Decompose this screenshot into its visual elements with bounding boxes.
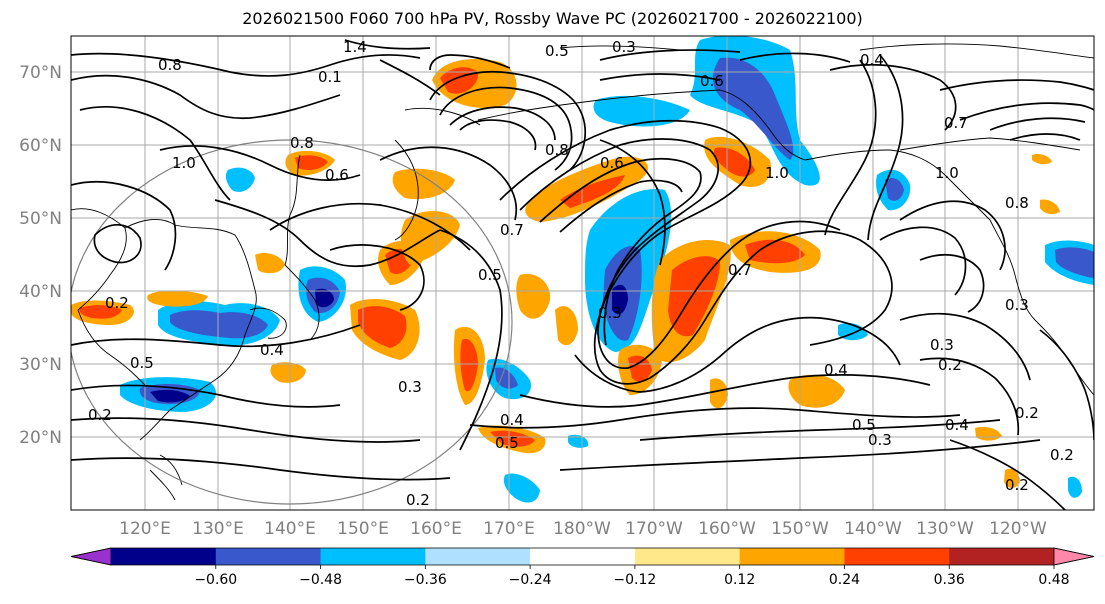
contour-label: 0.3 [868, 431, 892, 449]
contour-label: 0.3 [398, 378, 422, 396]
colorbar-tick-label: −0.36 [404, 572, 447, 588]
colorbar-tick-label: −0.12 [613, 572, 656, 588]
latitude-axis: 70°N 60°N 50°N 40°N 30°N 20°N [19, 63, 62, 448]
contour-label: 0.8 [290, 134, 314, 152]
contour-labels: 0.8 0.1 1.0 0.3 1.4 0.5 0.6 0.8 0.6 1.0 … [88, 38, 1074, 509]
contour-label: 0.8 [1005, 194, 1029, 212]
contour-label: 0.7 [500, 221, 524, 239]
colorbar-extend-max [1053, 547, 1095, 566]
contour-label: 1.4 [343, 38, 367, 56]
colorbar-swatch [425, 548, 531, 565]
contour-label: 0.3 [598, 304, 622, 322]
contour-label: 0.2 [938, 356, 962, 374]
colorbar-extend-min [70, 547, 112, 566]
colorbar-tick-label: −0.48 [299, 572, 342, 588]
colorbar-swatch [215, 548, 322, 565]
contour-label: 0.4 [260, 341, 284, 359]
contour-label: 0.2 [1050, 446, 1074, 464]
colorbar-tick-label: 0.36 [934, 572, 965, 588]
contour-label: 1.0 [172, 154, 196, 172]
lon-label: 150°E [337, 519, 389, 539]
lat-label: 70°N [19, 63, 62, 83]
colorbar-swatch [844, 548, 950, 565]
contour-label: 0.5 [545, 42, 569, 60]
contour-label: 0.5 [495, 434, 519, 452]
contour-label: 0.3 [612, 38, 636, 56]
contour-label: 0.4 [945, 416, 969, 434]
colorbar-swatch [530, 548, 636, 565]
contour-label: 0.2 [1015, 404, 1039, 422]
gridlines [71, 36, 1094, 510]
lat-label: 30°N [19, 355, 62, 375]
colorbar-swatch [111, 548, 217, 565]
map-title: 2026021500 F060 700 hPa PV, Rossby Wave … [242, 9, 863, 28]
colorbar-swatch [320, 548, 426, 565]
contour-label: 1.0 [765, 164, 789, 182]
longitude-axis: 120°E 130°E 140°E 150°E 160°E 170°E 180°… [119, 519, 1047, 539]
contour-label: 0.8 [545, 141, 569, 159]
colorbar-tick-label: −0.24 [509, 572, 552, 588]
contour-label: 0.7 [944, 114, 968, 132]
colorbar: −0.60 −0.48 −0.36 −0.24 −0.12 0.12 0.24 0.36 0.4… [70, 547, 1095, 588]
pv-contours [71, 39, 1094, 510]
lon-label: 130°W [916, 519, 974, 539]
colorbar-swatch [634, 548, 741, 565]
contour-label: 0.2 [1005, 476, 1029, 494]
contour-label: 0.4 [500, 411, 524, 429]
lon-label: 130°E [192, 519, 244, 539]
lon-label: 120°W [989, 519, 1047, 539]
lon-label: 140°W [844, 519, 902, 539]
contour-label: 0.5 [852, 416, 876, 434]
lon-label: 140°E [264, 519, 316, 539]
colorbar-tick-label: 0.24 [829, 572, 860, 588]
contour-label: 1.0 [935, 164, 959, 182]
contour-label: 0.2 [88, 406, 112, 424]
contour-label: 0.2 [105, 294, 129, 312]
colorbar-tick-label: 0.48 [1038, 572, 1069, 588]
lon-label: 160°W [698, 519, 756, 539]
contour-label: 0.5 [478, 266, 502, 284]
contour-label: 0.4 [824, 361, 848, 379]
lat-label: 40°N [19, 282, 62, 302]
lon-label: 160°E [410, 519, 462, 539]
lat-label: 60°N [19, 136, 62, 156]
lon-label: 180°W [553, 519, 611, 539]
contour-label: 0.2 [406, 491, 430, 509]
colorbar-outline [70, 547, 1095, 566]
contour-label: 0.1 [318, 68, 342, 86]
lat-label: 20°N [19, 428, 62, 448]
lon-label: 120°E [119, 519, 171, 539]
colorbar-swatch [739, 548, 845, 565]
contour-label: 0.7 [728, 261, 752, 279]
colorbar-tick-label: 0.12 [724, 572, 755, 588]
contour-label: 0.6 [700, 72, 724, 90]
reference-circle [71, 139, 513, 505]
contour-label: 0.8 [158, 56, 182, 74]
lon-label: 170°W [625, 519, 683, 539]
colorbar-swatch [949, 548, 1055, 565]
colorbar-tick-label: −0.60 [194, 572, 237, 588]
map-frame [70, 35, 1095, 511]
contour-label: 0.3 [930, 336, 954, 354]
lon-label: 150°W [771, 519, 829, 539]
contour-label: 0.6 [600, 154, 624, 172]
contour-label: 0.6 [325, 166, 349, 184]
lon-label: 170°E [483, 519, 535, 539]
lat-label: 50°N [19, 209, 62, 229]
contour-label: 0.5 [130, 354, 154, 372]
contour-label: 0.3 [1005, 296, 1029, 314]
contour-label: 0.4 [860, 51, 884, 69]
